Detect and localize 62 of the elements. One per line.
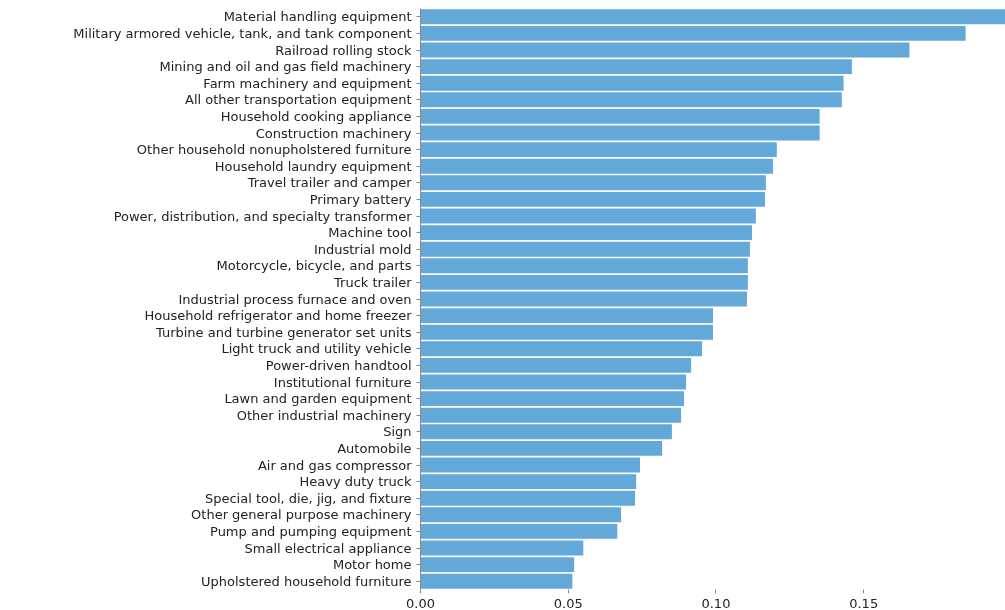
bar <box>420 191 765 207</box>
bar <box>420 573 573 589</box>
y-tick-label: Construction machinery <box>255 125 412 141</box>
y-tick-label: Light truck and utility vehicle <box>221 341 412 357</box>
x-tick-label: 0.10 <box>701 595 731 610</box>
bar <box>420 142 777 158</box>
bar <box>420 42 910 58</box>
bar <box>420 540 584 556</box>
bar <box>420 274 748 290</box>
y-tick-label: Travel trailer and camper <box>246 175 413 191</box>
y-tick-label: Military armored vehicle, tank, and tank component <box>73 25 412 41</box>
bar <box>420 391 685 407</box>
bar <box>420 308 713 324</box>
y-tick-label: Other industrial machinery <box>236 407 412 423</box>
x-tick-label: 0.15 <box>849 595 879 610</box>
y-tick-label: Small electrical appliance <box>244 540 412 556</box>
y-tick-label: Special tool, die, jig, and fixture <box>204 490 412 506</box>
bar <box>420 440 663 456</box>
bar <box>420 59 852 75</box>
y-tick-label: Air and gas compressor <box>257 457 413 473</box>
y-tick-label: All other transportation equipment <box>185 92 412 108</box>
y-tick-label: Other general purpose machinery <box>191 507 412 523</box>
y-tick-label: Primary battery <box>309 191 412 207</box>
x-tick-label: 0.00 <box>406 595 435 610</box>
bar <box>420 523 618 539</box>
bar <box>420 557 575 573</box>
bar <box>420 457 641 473</box>
y-tick-label: Material handling equipment <box>223 9 412 25</box>
y-tick-label: Farm machinery and equipment <box>203 75 412 91</box>
y-tick-label: Sign <box>383 424 412 440</box>
y-tick-label: Railroad rolling stock <box>275 42 412 58</box>
bar <box>420 125 820 141</box>
y-tick-label: Household laundry equipment <box>214 158 412 174</box>
y-tick-label: Household refrigerator and home freezer <box>144 308 413 324</box>
y-tick-label: Mining and oil and gas field machinery <box>159 59 412 75</box>
bar <box>420 374 687 390</box>
bar <box>420 225 752 241</box>
bar <box>420 208 756 224</box>
y-tick-label: Other household nonupholstered furniture <box>136 142 412 158</box>
y-tick-label: Heavy duty truck <box>299 474 412 490</box>
y-tick-label: Pump and pumping equipment <box>210 523 412 539</box>
y-tick-label: Power-driven handtool <box>265 357 412 373</box>
y-tick-label: Power, distribution, and specialty transformer <box>113 208 413 224</box>
y-tick-label: Motor home <box>332 557 412 573</box>
y-tick-label: Motorcycle, bicycle, and parts <box>216 258 412 274</box>
bar <box>420 25 966 41</box>
y-tick-label: Industrial mold <box>313 241 412 257</box>
y-tick-label: Turbine and turbine generator set units <box>154 324 412 340</box>
y-tick-label: Household cooking appliance <box>220 108 412 124</box>
y-tick-label: Upholstered household furniture <box>201 573 412 589</box>
bar <box>420 357 692 373</box>
bar <box>420 291 747 307</box>
y-tick-label: Lawn and garden equipment <box>224 391 412 407</box>
bar <box>420 474 637 490</box>
bar <box>420 9 1005 25</box>
y-tick-label: Industrial process furnace and oven <box>178 291 412 307</box>
x-tick-label: 0.05 <box>553 595 583 610</box>
y-tick-label: Institutional furniture <box>273 374 412 390</box>
y-tick-label: Machine tool <box>328 225 412 241</box>
y-tick-label: Automobile <box>337 440 412 456</box>
y-tick-label: Truck trailer <box>333 274 413 290</box>
bar <box>420 108 820 124</box>
